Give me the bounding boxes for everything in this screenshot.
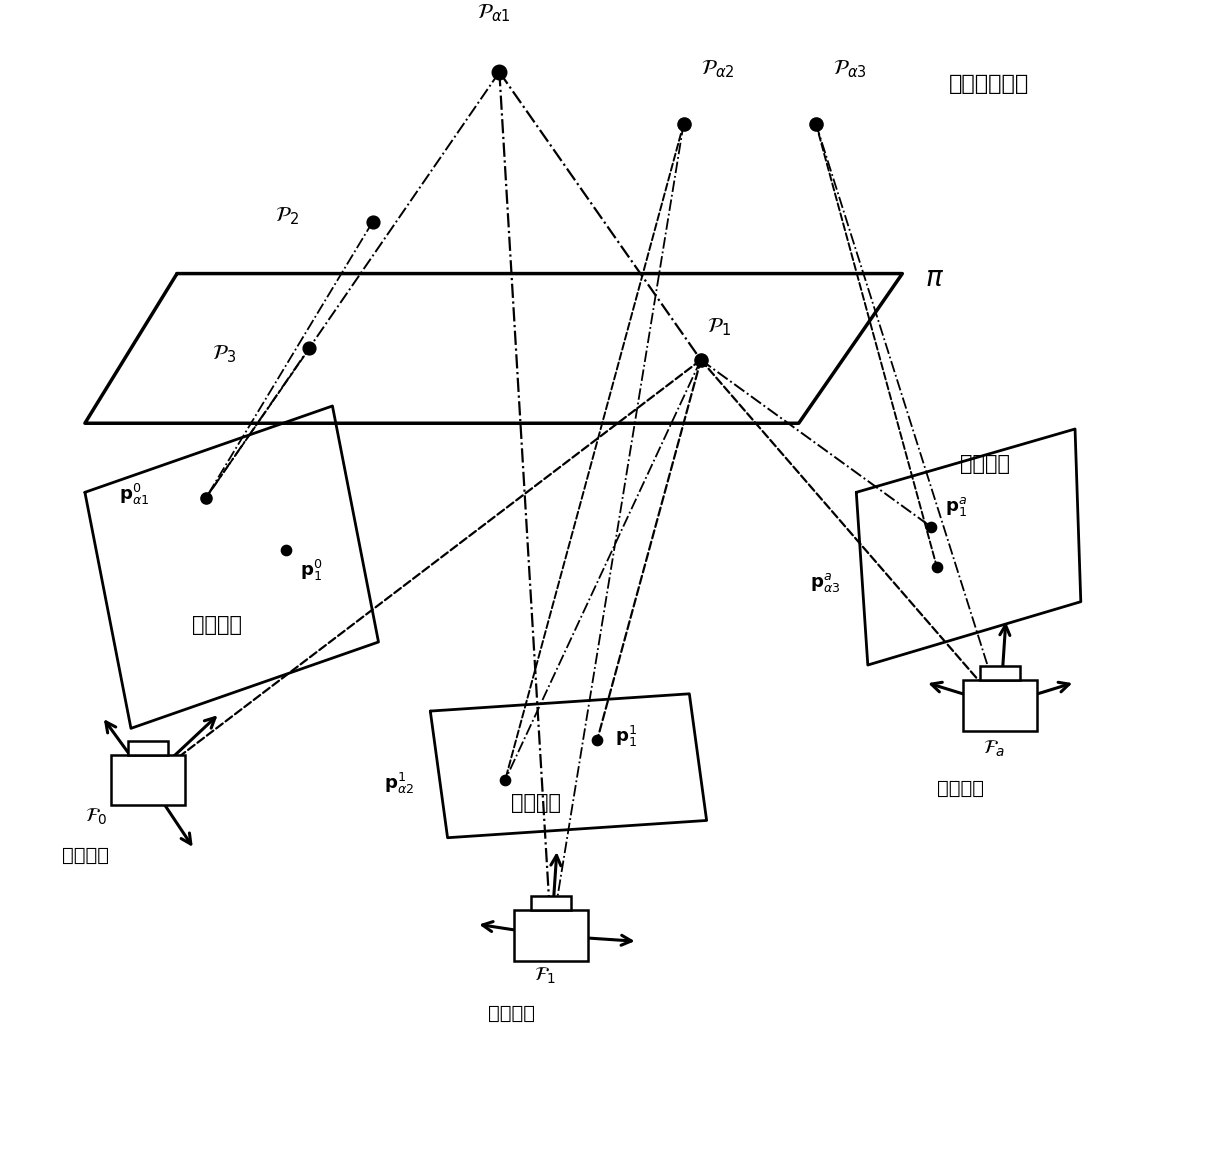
- Text: 目标物特征点: 目标物特征点: [948, 74, 1029, 94]
- Bar: [531, 896, 572, 910]
- Bar: [128, 741, 169, 755]
- Text: $\mathbf{p}_1^a$: $\mathbf{p}_1^a$: [946, 495, 967, 517]
- Text: $\mathbf{p}_1^1$: $\mathbf{p}_1^1$: [615, 724, 637, 748]
- Point: [587, 731, 607, 750]
- Point: [921, 517, 941, 536]
- Text: $\mathcal{F}_a$: $\mathcal{F}_a$: [983, 739, 1006, 759]
- Point: [927, 558, 947, 577]
- Point: [807, 115, 826, 134]
- Text: 初始位姿: 初始位姿: [62, 846, 109, 865]
- Text: $\mathcal{P}_{\alpha 3}$: $\mathcal{P}_{\alpha 3}$: [833, 59, 867, 80]
- Text: 理想图像: 理想图像: [511, 793, 561, 813]
- Bar: [980, 666, 1020, 680]
- Bar: [514, 910, 589, 961]
- Point: [691, 351, 710, 369]
- Text: $\mathbf{p}_{\alpha 2}^1$: $\mathbf{p}_{\alpha 2}^1$: [385, 771, 415, 796]
- Point: [197, 489, 216, 508]
- Text: $\mathbf{p}_1^0$: $\mathbf{p}_1^0$: [300, 558, 322, 583]
- Text: $\mathcal{P}_{2}$: $\mathcal{P}_{2}$: [275, 205, 299, 226]
- Text: $\mathcal{P}_{\alpha 2}$: $\mathcal{P}_{\alpha 2}$: [701, 59, 734, 80]
- Text: $\mathcal{F}_1$: $\mathcal{F}_1$: [534, 965, 557, 986]
- Point: [674, 115, 693, 134]
- Text: $\mathbf{p}_{\alpha 3}^a$: $\mathbf{p}_{\alpha 3}^a$: [810, 570, 841, 594]
- Point: [490, 62, 509, 81]
- Text: 参考图像: 参考图像: [960, 454, 1009, 474]
- Text: $\mathcal{F}_0$: $\mathcal{F}_0$: [84, 807, 107, 827]
- Text: 参考位姿: 参考位姿: [937, 779, 984, 798]
- Point: [496, 771, 515, 789]
- Text: $\pi$: $\pi$: [925, 267, 944, 292]
- Bar: [964, 680, 1037, 731]
- Bar: [111, 755, 185, 806]
- Point: [276, 541, 295, 560]
- Text: 初始图像: 初始图像: [192, 615, 242, 635]
- Point: [363, 212, 382, 231]
- Text: $\mathbf{p}_{\alpha 1}^0$: $\mathbf{p}_{\alpha 1}^0$: [119, 482, 150, 507]
- Text: $\mathcal{P}_{3}$: $\mathcal{P}_{3}$: [211, 344, 235, 365]
- Text: $\mathcal{P}_{1}$: $\mathcal{P}_{1}$: [707, 317, 731, 339]
- Text: $\mathcal{P}_{\alpha 1}$: $\mathcal{P}_{\alpha 1}$: [476, 2, 510, 23]
- Point: [300, 339, 320, 358]
- Text: 理想位姿: 理想位姿: [488, 1004, 535, 1023]
